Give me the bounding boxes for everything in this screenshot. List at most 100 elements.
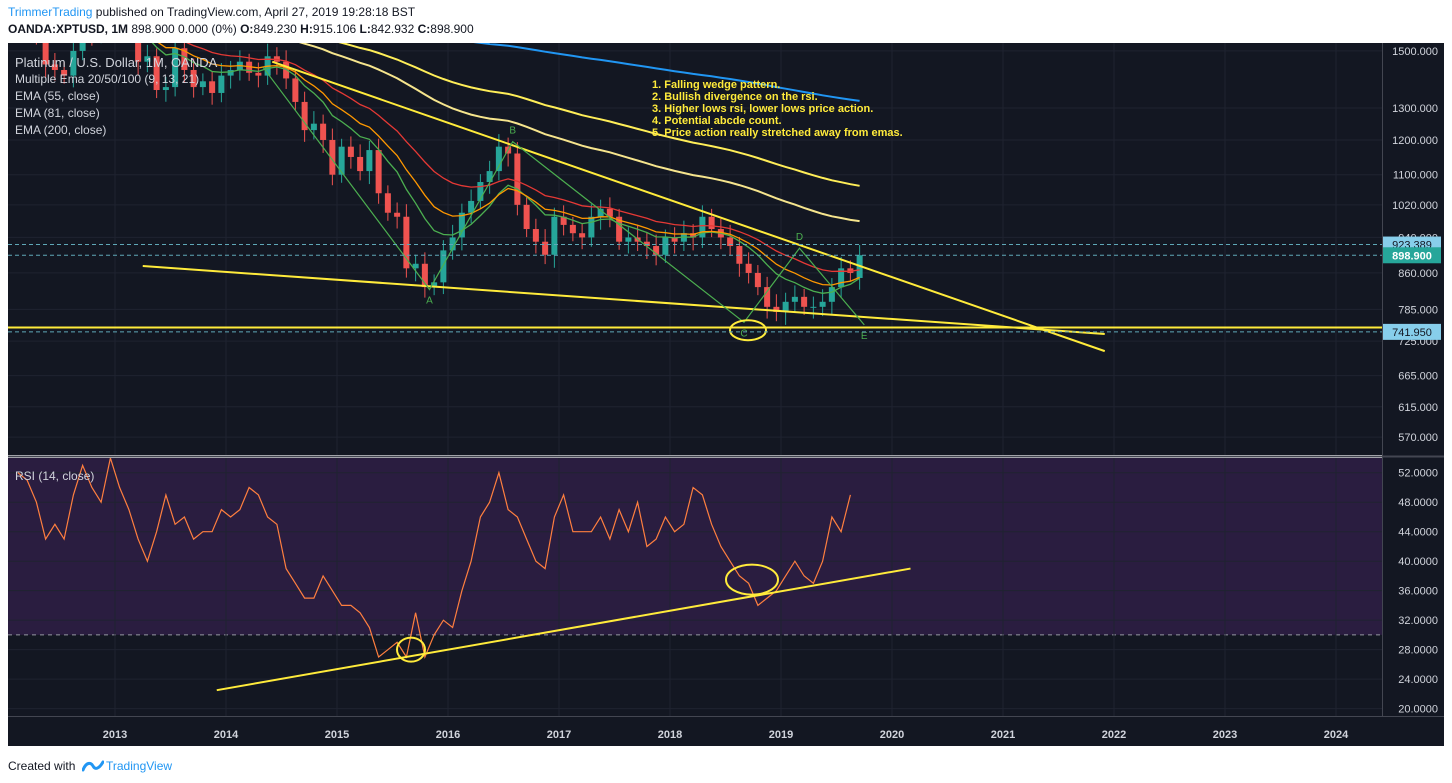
candle: [597, 199, 604, 230]
rsi-tick-label: 48.0000: [1398, 497, 1438, 509]
candle-body: [51, 64, 58, 70]
candle: [532, 218, 539, 254]
ema-81-line: [338, 43, 860, 187]
candle: [172, 43, 179, 97]
candle: [440, 240, 447, 295]
footer-brand[interactable]: TradingView: [106, 759, 173, 773]
time-tick-label: 2019: [769, 729, 793, 741]
candle: [782, 292, 789, 325]
candle: [514, 142, 521, 216]
candle-body: [579, 233, 586, 238]
wave-label-a: A: [426, 296, 433, 307]
candle-body: [847, 268, 854, 273]
candle-body: [329, 139, 336, 175]
close-value: 898.900: [430, 22, 474, 36]
candle-body: [126, 8, 132, 30]
price-tick-label: 615.000: [1398, 402, 1438, 414]
last-price: 898.900 0.000 (0%): [128, 22, 241, 36]
candle: [468, 189, 475, 224]
candle: [24, 0, 30, 27]
candle-body: [42, 43, 49, 65]
time-tick-label: 2018: [658, 729, 682, 741]
price-tag-label: 898.900: [1392, 250, 1432, 262]
candle: [551, 207, 558, 268]
candle-body: [375, 150, 382, 194]
candle-body: [560, 216, 567, 225]
price-tick-label: 860.000: [1398, 268, 1438, 280]
publish-info: TrimmerTrading published on TradingView.…: [8, 5, 415, 19]
rsi-trendline: [216, 567, 911, 692]
open-value: 849.230: [253, 22, 301, 36]
rsi-tick-label: 32.0000: [1398, 615, 1438, 627]
author-link[interactable]: TrimmerTrading: [8, 5, 93, 19]
candle: [357, 144, 364, 181]
candle-body: [218, 75, 225, 93]
wave-label-c: C: [740, 328, 747, 339]
candle-body: [440, 250, 447, 283]
legend-ema200[interactable]: EMA (200, close): [15, 123, 107, 137]
candle: [662, 229, 669, 263]
candle: [35, 43, 37, 45]
candle-body: [588, 216, 595, 238]
time-tick-label: 2014: [214, 729, 239, 741]
low-label: L:: [359, 22, 371, 36]
candle: [126, 0, 132, 39]
price-tag: 741.950: [1383, 323, 1441, 340]
candle: [421, 252, 428, 298]
candle: [366, 140, 373, 185]
rsi-band: [8, 458, 1382, 635]
publish-header: TrimmerTrading published on TradingView.…: [0, 0, 1452, 42]
candle-body: [671, 237, 678, 242]
candle-body: [514, 153, 521, 205]
candle: [810, 296, 817, 319]
candle: [218, 63, 225, 103]
candle: [569, 216, 576, 242]
notes-annotation: 1. Falling wedge pattern.2. Bullish dive…: [652, 79, 903, 139]
candle: [801, 288, 808, 315]
candle-body: [357, 156, 364, 172]
candle: [181, 43, 188, 83]
candle-body: [551, 216, 558, 255]
candle-body: [801, 296, 808, 307]
wave-label-e: E: [861, 331, 868, 342]
legend-multi-ema[interactable]: Multiple Ema 20/50/100 (9, 13, 21): [15, 72, 200, 86]
low-value: 842.932: [370, 22, 418, 36]
candle-body: [366, 150, 373, 172]
candle-body: [301, 101, 308, 131]
legend-ema81[interactable]: EMA (81, close): [15, 106, 100, 120]
wave-label-d: D: [796, 232, 803, 243]
rsi-low-circle-1: [396, 636, 426, 663]
candle: [347, 136, 354, 169]
candle-body: [727, 237, 734, 247]
ema-13-line: [157, 43, 860, 286]
legend-ema55[interactable]: EMA (55, close): [15, 89, 100, 103]
candle: [727, 224, 734, 256]
candle: [144, 44, 151, 73]
rsi-tick-label: 20.0000: [1398, 704, 1438, 716]
candle-body: [384, 193, 391, 213]
candle-body: [70, 50, 77, 76]
candle-body: [662, 237, 669, 255]
price-tick-label: 785.000: [1398, 304, 1438, 316]
candle: [754, 265, 761, 296]
tradingview-logo-icon: [82, 760, 104, 772]
candle-body: [532, 229, 539, 242]
price-low-circle: [729, 319, 767, 342]
price-tick-label: 1300.000: [1392, 103, 1438, 115]
candle: [199, 73, 206, 96]
time-tick-label: 2022: [1102, 729, 1126, 741]
legend-rsi[interactable]: RSI (14, close): [15, 469, 95, 483]
ema-21-line: [185, 43, 860, 273]
candle-body: [320, 123, 327, 140]
ema-9-line: [151, 43, 860, 294]
candle: [486, 160, 493, 194]
rsi-low-circle-2: [725, 563, 779, 596]
candle-body: [773, 306, 780, 312]
candle-body: [172, 48, 179, 88]
candle-body: [606, 208, 613, 217]
time-tick-label: 2015: [325, 729, 349, 741]
candle-body: [338, 146, 345, 175]
candle-body: [227, 69, 234, 76]
candle: [653, 234, 660, 266]
